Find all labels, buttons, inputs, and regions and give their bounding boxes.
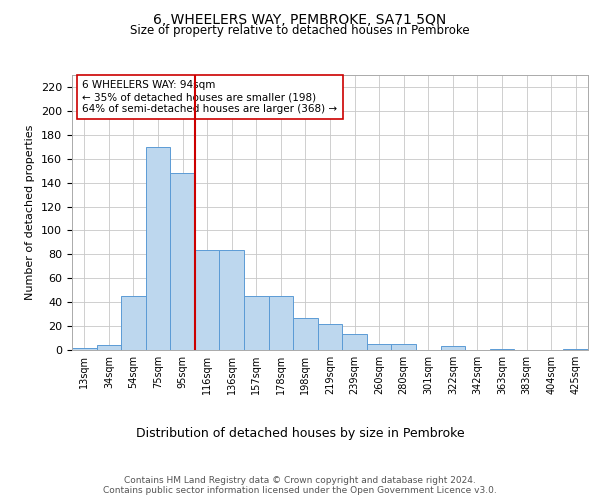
Bar bbox=[318, 324, 342, 350]
Bar bbox=[146, 146, 170, 350]
Bar bbox=[269, 296, 293, 350]
Bar bbox=[195, 250, 220, 350]
Text: 6 WHEELERS WAY: 94sqm
← 35% of detached houses are smaller (198)
64% of semi-det: 6 WHEELERS WAY: 94sqm ← 35% of detached … bbox=[82, 80, 337, 114]
Bar bbox=[170, 173, 195, 350]
Y-axis label: Number of detached properties: Number of detached properties bbox=[25, 125, 35, 300]
Bar bbox=[244, 296, 269, 350]
Bar bbox=[391, 344, 416, 350]
Bar bbox=[490, 349, 514, 350]
Bar bbox=[220, 250, 244, 350]
Bar bbox=[367, 344, 391, 350]
Bar bbox=[97, 345, 121, 350]
Text: 6, WHEELERS WAY, PEMBROKE, SA71 5QN: 6, WHEELERS WAY, PEMBROKE, SA71 5QN bbox=[154, 12, 446, 26]
Bar bbox=[293, 318, 318, 350]
Text: Size of property relative to detached houses in Pembroke: Size of property relative to detached ho… bbox=[130, 24, 470, 37]
Bar bbox=[72, 348, 97, 350]
Bar bbox=[563, 349, 588, 350]
Text: Contains HM Land Registry data © Crown copyright and database right 2024.
Contai: Contains HM Land Registry data © Crown c… bbox=[103, 476, 497, 495]
Text: Distribution of detached houses by size in Pembroke: Distribution of detached houses by size … bbox=[136, 428, 464, 440]
Bar bbox=[342, 334, 367, 350]
Bar bbox=[440, 346, 465, 350]
Bar bbox=[121, 296, 146, 350]
